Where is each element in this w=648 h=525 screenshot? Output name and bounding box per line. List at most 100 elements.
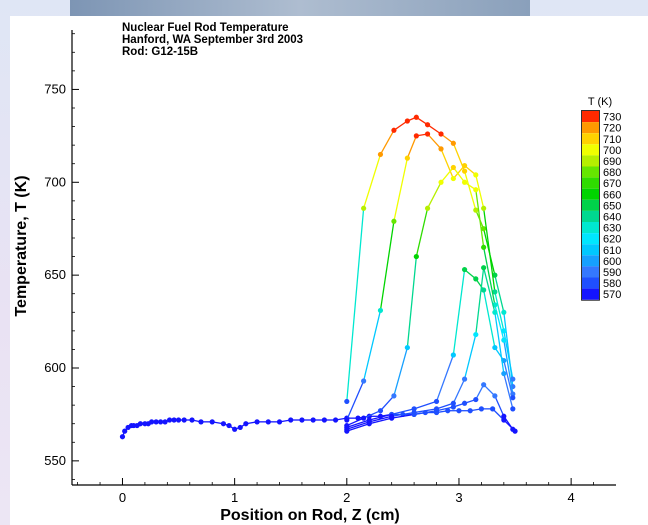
data-point bbox=[232, 426, 238, 432]
series-3 bbox=[344, 164, 516, 429]
data-point bbox=[310, 417, 316, 423]
chart-card: Nuclear Fuel Rod Temperature Hanford, WA… bbox=[10, 16, 648, 525]
data-point bbox=[171, 417, 177, 423]
legend-label: 590 bbox=[603, 267, 621, 279]
series-segment bbox=[379, 129, 395, 155]
data-point bbox=[501, 309, 507, 315]
title-line-3: Rod: G12-15B bbox=[122, 46, 198, 58]
series-segment bbox=[427, 133, 442, 150]
data-point bbox=[265, 419, 271, 425]
data-point bbox=[149, 419, 155, 425]
data-point bbox=[438, 179, 444, 185]
series-segment bbox=[379, 395, 395, 412]
data-point bbox=[361, 378, 367, 384]
data-point bbox=[450, 140, 456, 146]
data-point bbox=[366, 421, 372, 427]
legend-swatch bbox=[582, 233, 599, 245]
data-point bbox=[461, 376, 468, 382]
data-point bbox=[481, 226, 487, 232]
series-segment bbox=[492, 408, 505, 421]
data-point bbox=[461, 179, 468, 185]
x-tick-label: 1 bbox=[231, 490, 238, 505]
series-segment bbox=[463, 170, 477, 211]
series-segment bbox=[483, 247, 496, 305]
data-point bbox=[456, 408, 462, 414]
data-point bbox=[158, 419, 164, 425]
data-point bbox=[344, 417, 350, 423]
data-point bbox=[226, 422, 232, 429]
legend-swatch bbox=[582, 155, 599, 167]
series-group bbox=[119, 114, 518, 440]
tick-labels: 0 1 2 3 4 550 600 650 700 750 bbox=[44, 81, 574, 505]
series-segment bbox=[391, 413, 415, 419]
legend-frame bbox=[581, 110, 600, 301]
legend-swatch bbox=[582, 166, 599, 178]
series-segment bbox=[440, 167, 454, 183]
legend-swatch bbox=[582, 277, 599, 289]
series-segment bbox=[436, 402, 454, 410]
series-segment bbox=[346, 208, 365, 402]
series-segment bbox=[503, 373, 514, 410]
data-point bbox=[377, 408, 384, 414]
data-point bbox=[413, 133, 419, 139]
data-point bbox=[344, 428, 350, 434]
y-tick-label: 600 bbox=[44, 360, 66, 375]
data-point bbox=[411, 411, 417, 418]
series-segment bbox=[503, 360, 514, 398]
legend-label: 630 bbox=[603, 223, 621, 235]
title-line-1: Nuclear Fuel Rod Temperature bbox=[122, 22, 289, 34]
y-tick-label: 700 bbox=[44, 174, 66, 189]
data-point bbox=[377, 151, 384, 158]
series-segment bbox=[363, 154, 382, 209]
data-point bbox=[492, 344, 498, 351]
legend-swatch bbox=[582, 244, 599, 256]
data-point bbox=[433, 408, 440, 414]
series-segment bbox=[494, 312, 505, 374]
axes bbox=[71, 30, 616, 486]
data-point bbox=[461, 168, 468, 174]
data-point bbox=[391, 218, 397, 224]
data-point bbox=[424, 205, 431, 211]
data-point bbox=[377, 307, 384, 314]
legend-swatch bbox=[582, 188, 599, 200]
series-segment bbox=[346, 417, 364, 427]
data-point bbox=[175, 417, 182, 423]
data-point bbox=[391, 127, 397, 133]
series-segment bbox=[369, 413, 392, 421]
data-point bbox=[481, 205, 487, 211]
data-point bbox=[433, 398, 440, 405]
legend-label: 690 bbox=[603, 156, 621, 168]
data-point bbox=[492, 272, 498, 278]
series-segment bbox=[369, 417, 392, 425]
data-point bbox=[137, 421, 144, 427]
data-point bbox=[461, 162, 468, 169]
series-segment bbox=[475, 267, 485, 335]
series-segment bbox=[452, 167, 466, 183]
data-point bbox=[473, 187, 479, 193]
base-series bbox=[119, 406, 518, 440]
data-point bbox=[450, 175, 456, 182]
legend-label: 650 bbox=[603, 200, 621, 212]
legend-swatch bbox=[582, 210, 599, 222]
series-segment bbox=[393, 120, 408, 131]
legend-swatch bbox=[582, 133, 599, 145]
legend-swatch bbox=[582, 255, 599, 267]
series-segment bbox=[346, 419, 370, 429]
x-tick-label: 3 bbox=[455, 490, 462, 505]
data-point bbox=[450, 404, 456, 410]
series-segment bbox=[369, 415, 392, 423]
series-segment bbox=[503, 340, 514, 395]
data-point bbox=[119, 434, 126, 440]
series-segment bbox=[435, 354, 454, 402]
legend-label: 660 bbox=[603, 189, 621, 201]
series-segment bbox=[413, 408, 437, 414]
legend-label: 720 bbox=[603, 123, 621, 135]
data-point bbox=[413, 253, 419, 260]
data-point bbox=[473, 276, 479, 282]
series-segment bbox=[475, 189, 485, 248]
legend-label: 580 bbox=[603, 278, 621, 290]
data-point bbox=[481, 287, 487, 293]
data-point bbox=[450, 400, 456, 406]
data-point bbox=[332, 417, 339, 423]
title-line-2: Hanford, WA September 3rd 2003 bbox=[122, 34, 303, 46]
